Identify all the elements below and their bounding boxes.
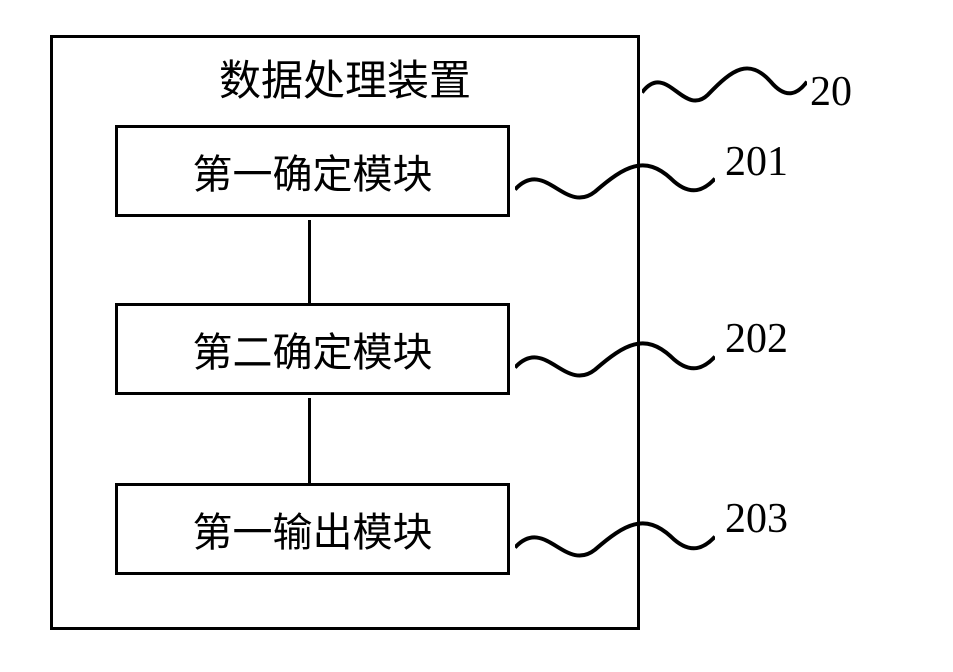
module-label-201: 201 [725,138,788,186]
module-label-203: 203 [725,495,788,543]
connector-line-1 [308,398,311,483]
outer-label: 20 [810,68,852,116]
squiggle-connector-201 [515,152,715,214]
module-201: 第一确定模块 [115,125,510,217]
module-202: 第二确定模块 [115,303,510,395]
squiggle-connector-outer [642,55,807,117]
module-label-202: 202 [725,315,788,363]
module-203: 第一输出模块 [115,483,510,575]
squiggle-connector-202 [515,330,715,392]
module-text: 第一确定模块 [193,142,433,200]
squiggle-connector-203 [515,510,715,572]
module-text: 第二确定模块 [193,320,433,378]
connector-line-0 [308,220,311,303]
container-title: 数据处理装置 [50,47,640,108]
module-text: 第一输出模块 [193,500,433,558]
